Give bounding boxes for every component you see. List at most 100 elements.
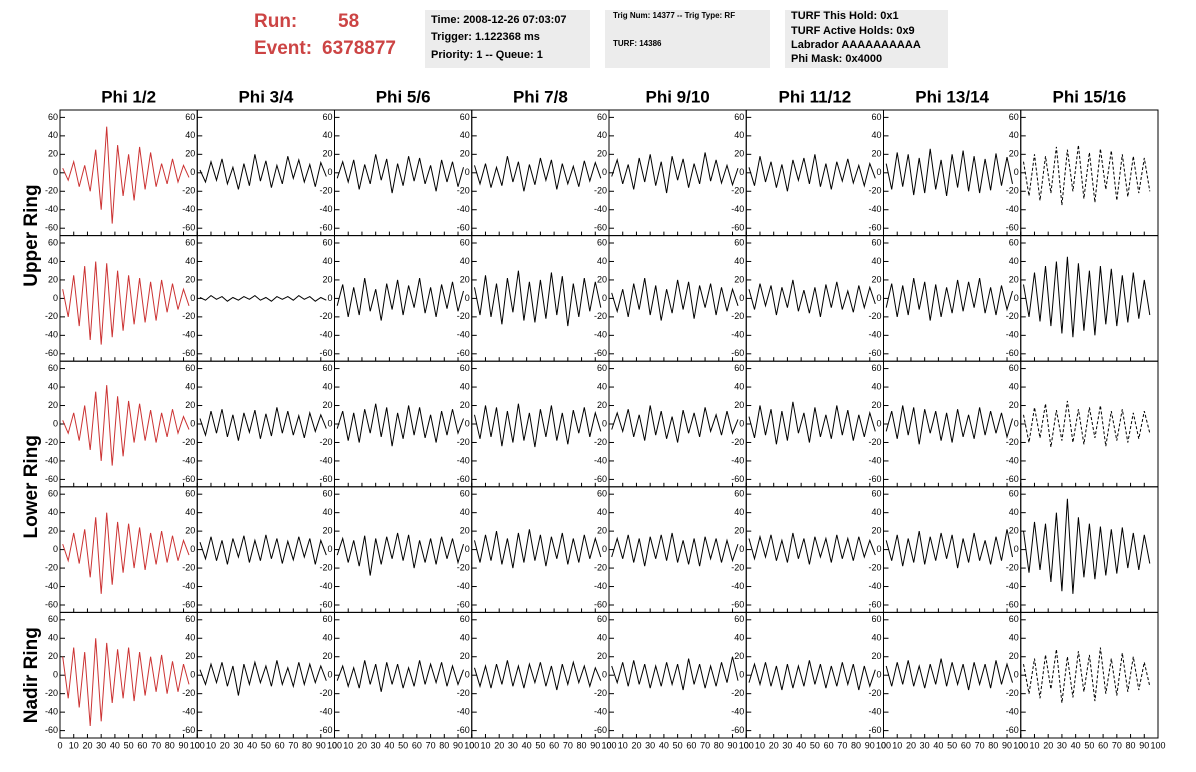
x-tick-label: 20 xyxy=(220,740,230,750)
info-text: Trig Num: 14377 -- Trig Type: RF xyxy=(613,11,735,20)
x-tick-label: 90 xyxy=(865,740,875,750)
x-tick-label: 30 xyxy=(645,740,655,750)
x-tick-label: 30 xyxy=(782,740,792,750)
x-tick-label: 0 xyxy=(744,740,749,750)
y-tick-label: 60 xyxy=(460,112,470,122)
column-title: Phi 5/6 xyxy=(376,87,431,106)
y-tick-label: 20 xyxy=(185,526,195,536)
y-tick-label: -60 xyxy=(868,223,881,233)
y-tick-label: -20 xyxy=(594,562,607,572)
x-tick-label: 50 xyxy=(261,740,271,750)
y-tick-label: -20 xyxy=(731,186,744,196)
y-tick-label: -60 xyxy=(1006,725,1019,735)
y-tick-label: -20 xyxy=(319,562,332,572)
waveform xyxy=(62,261,190,345)
y-tick-label: -40 xyxy=(319,204,332,214)
y-tick-label: -20 xyxy=(45,186,58,196)
y-tick-label: 60 xyxy=(734,112,744,122)
y-tick-label: 0 xyxy=(190,293,195,303)
y-tick-label: -20 xyxy=(182,562,195,572)
y-tick-label: -40 xyxy=(1006,707,1019,717)
y-tick-label: 40 xyxy=(460,633,470,643)
x-tick-label: 100 xyxy=(876,740,891,750)
x-tick-label: 30 xyxy=(371,740,381,750)
y-tick-label: 0 xyxy=(190,544,195,554)
y-tick-label: -60 xyxy=(594,725,607,735)
y-tick-label: -20 xyxy=(1006,688,1019,698)
y-tick-label: -20 xyxy=(457,311,470,321)
y-tick-label: -40 xyxy=(731,455,744,465)
x-tick-label: 50 xyxy=(673,740,683,750)
y-tick-label: -20 xyxy=(182,437,195,447)
waveform xyxy=(885,278,1013,321)
x-tick-label: 50 xyxy=(124,740,134,750)
x-tick-label: 30 xyxy=(1057,740,1067,750)
event-number: 6378877 xyxy=(322,38,396,59)
y-tick-label: 60 xyxy=(322,237,332,247)
y-tick-label: 0 xyxy=(739,418,744,428)
y-tick-label: 0 xyxy=(327,418,332,428)
waveform xyxy=(474,403,602,448)
x-tick-label: 100 xyxy=(601,740,616,750)
x-tick-label: 50 xyxy=(810,740,820,750)
y-tick-label: -60 xyxy=(182,348,195,358)
run-number: 58 xyxy=(338,11,359,32)
x-tick-label: 20 xyxy=(357,740,367,750)
waveform xyxy=(748,401,876,445)
y-tick-label: 20 xyxy=(185,274,195,284)
x-tick-label: 60 xyxy=(1098,740,1108,750)
x-tick-label: 10 xyxy=(206,740,216,750)
y-tick-label: 0 xyxy=(739,293,744,303)
waveform xyxy=(1023,400,1151,448)
y-tick-label: -40 xyxy=(182,707,195,717)
x-tick-label: 60 xyxy=(686,740,696,750)
y-tick-label: -40 xyxy=(868,455,881,465)
waveform xyxy=(748,279,876,317)
y-tick-label: -60 xyxy=(1006,599,1019,609)
y-tick-label: -40 xyxy=(1006,204,1019,214)
waveform xyxy=(748,532,876,565)
y-tick-label: 60 xyxy=(1009,237,1019,247)
y-tick-label: -60 xyxy=(319,348,332,358)
y-tick-label: 40 xyxy=(734,381,744,391)
x-tick-label: 60 xyxy=(549,740,559,750)
y-tick-label: -60 xyxy=(868,474,881,484)
x-tick-label: 70 xyxy=(975,740,985,750)
waveform xyxy=(62,638,190,727)
x-tick-label: 70 xyxy=(1112,740,1122,750)
y-tick-label: 0 xyxy=(465,418,470,428)
y-tick-label: 60 xyxy=(871,237,881,247)
y-tick-label: 40 xyxy=(597,381,607,391)
x-tick-label: 0 xyxy=(881,740,886,750)
x-tick-label: 60 xyxy=(275,740,285,750)
y-tick-label: 60 xyxy=(597,614,607,624)
y-tick-label: 60 xyxy=(322,614,332,624)
y-tick-label: 60 xyxy=(48,489,58,499)
waveform xyxy=(336,278,464,321)
x-tick-label: 90 xyxy=(590,740,600,750)
y-tick-label: 40 xyxy=(1009,130,1019,140)
y-tick-label: -60 xyxy=(457,223,470,233)
y-tick-label: 40 xyxy=(597,130,607,140)
y-tick-label: 40 xyxy=(1009,381,1019,391)
y-tick-label: 40 xyxy=(322,633,332,643)
y-tick-label: -60 xyxy=(457,348,470,358)
x-tick-label: 70 xyxy=(151,740,161,750)
y-tick-label: 20 xyxy=(734,149,744,159)
y-tick-label: 0 xyxy=(739,544,744,554)
y-tick-label: -20 xyxy=(45,311,58,321)
y-tick-label: 40 xyxy=(322,507,332,517)
y-tick-label: -40 xyxy=(182,330,195,340)
y-tick-label: -60 xyxy=(319,223,332,233)
y-tick-label: -40 xyxy=(319,330,332,340)
y-tick-label: 40 xyxy=(48,256,58,266)
y-tick-label: 60 xyxy=(322,489,332,499)
y-tick-label: 40 xyxy=(48,633,58,643)
x-tick-label: 0 xyxy=(57,740,62,750)
y-tick-label: -60 xyxy=(182,599,195,609)
y-tick-label: -60 xyxy=(45,223,58,233)
y-tick-label: 20 xyxy=(322,400,332,410)
waveform xyxy=(885,658,1013,691)
y-tick-label: -20 xyxy=(868,688,881,698)
